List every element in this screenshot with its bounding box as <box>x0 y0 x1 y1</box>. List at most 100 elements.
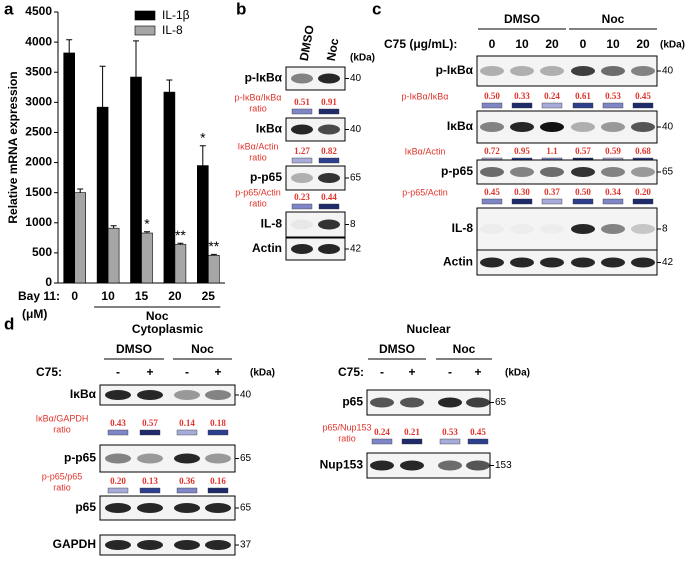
error-bar <box>133 40 139 78</box>
lane-label: 10 <box>515 37 529 51</box>
ratio-swatch <box>318 108 340 115</box>
ratio-swatch <box>401 438 423 445</box>
blot-label: Actin <box>252 241 282 255</box>
blot-label: Nup153 <box>320 458 364 472</box>
ratio-value: 0.45 <box>635 91 651 101</box>
ratio-swatch <box>511 102 533 109</box>
y-tick-label: 0 <box>45 275 52 289</box>
x-tick-label: 10 <box>101 289 115 303</box>
error-bar <box>199 145 206 166</box>
ratio-swatch <box>176 429 198 436</box>
kda-label: 40 <box>350 73 362 84</box>
legend-label: IL-8 <box>162 23 183 37</box>
ratio-swatch <box>207 429 229 436</box>
blot-label: Actin <box>443 255 473 269</box>
kda-label: 40 <box>350 124 362 135</box>
group-label: DMSO <box>379 342 415 356</box>
ratio-swatch <box>107 487 129 494</box>
ratio-value: 0.68 <box>635 146 651 156</box>
ratio-unit: ratio <box>249 152 267 162</box>
ratio-value: 0.43 <box>110 418 126 428</box>
blot-band <box>480 224 504 234</box>
treatment-label: C75: <box>36 365 62 379</box>
ratio-swatch <box>511 198 533 205</box>
lane-label: DMSO <box>297 24 317 62</box>
blot-band <box>137 540 163 550</box>
blot-label: p-IκBα <box>245 71 283 85</box>
y-tick-label: 2000 <box>25 155 52 169</box>
y-tick-label: 2500 <box>25 125 52 139</box>
blot-label: IκBα <box>256 122 283 136</box>
blot-band <box>466 460 490 471</box>
blot-band <box>571 167 595 177</box>
ratio-value: 0.72 <box>484 146 500 156</box>
ratio-value: 0.24 <box>374 427 390 437</box>
ratio-swatch <box>572 102 594 109</box>
blot-label: p-p65 <box>441 164 473 178</box>
blot-label: GAPDH <box>53 537 96 551</box>
bar <box>74 192 86 284</box>
ratio-label: p-p65/Actin <box>402 187 448 197</box>
ratio-swatch <box>107 429 129 436</box>
ratio-value: 0.61 <box>575 91 591 101</box>
blot-band <box>318 124 340 135</box>
blot-band <box>174 453 200 464</box>
bar <box>130 76 142 284</box>
blot-band <box>540 224 564 234</box>
lane-label: 0 <box>580 37 587 51</box>
blot-band <box>318 173 340 183</box>
group-label: DMSO <box>116 342 152 356</box>
ratio-value: 0.91 <box>321 97 337 107</box>
kda-unit: (kDa) <box>350 53 375 64</box>
ratio-value: 0.95 <box>514 146 530 156</box>
blot-band <box>370 460 394 471</box>
ratio-value: 0.57 <box>575 146 591 156</box>
blot-box <box>476 249 658 276</box>
blot-band <box>466 397 490 408</box>
bar <box>208 254 220 284</box>
blot-band <box>631 122 655 132</box>
error-bar <box>110 225 117 229</box>
blot-band <box>510 224 534 234</box>
blot-band <box>480 122 504 132</box>
bar <box>63 52 76 284</box>
ratio-swatch <box>371 438 393 445</box>
ratio-label: p-IκBα/IκBα <box>402 91 449 101</box>
ratio-value: 0.59 <box>605 146 621 156</box>
treatment-label: C75: <box>338 365 364 379</box>
blot-band <box>291 173 313 183</box>
blot-band <box>400 397 424 408</box>
blot-band <box>510 257 534 268</box>
group-label: Noc <box>146 309 169 323</box>
ratio-swatch <box>481 198 503 205</box>
x-axis-label: Bay 11: <box>18 289 60 303</box>
blot-band <box>370 397 394 408</box>
blot-band <box>205 390 231 400</box>
lane-label: Noc <box>324 37 342 62</box>
blot-band <box>291 124 313 135</box>
blot-band <box>480 167 504 177</box>
significance-mark: ** <box>175 227 186 243</box>
blot-band <box>105 390 131 400</box>
ratio-swatch <box>439 438 461 445</box>
ratio-swatch <box>602 102 624 109</box>
y-tick-label: 500 <box>32 245 52 259</box>
bar <box>174 244 187 284</box>
blot-band <box>318 219 340 230</box>
blot-label: p65 <box>342 395 363 409</box>
ratio-value: 0.50 <box>575 187 591 197</box>
y-axis-label: Relative mRNA expression <box>6 71 20 223</box>
lane-label: + <box>146 365 153 379</box>
ratio-label: p65/Nup153 <box>322 422 371 432</box>
ratio-value: 0.13 <box>142 476 158 486</box>
blot-band <box>105 540 131 550</box>
ratio-value: 0.24 <box>544 91 560 101</box>
ratio-swatch <box>139 487 161 494</box>
group-label: Noc <box>602 12 625 26</box>
x-axis-unit: (μM) <box>22 307 47 321</box>
bar <box>197 165 209 284</box>
ratio-value: 0.45 <box>470 427 486 437</box>
ratio-value: 0.33 <box>514 91 530 101</box>
ratio-unit: ratio <box>53 424 71 434</box>
y-tick-label: 4500 <box>25 4 52 18</box>
